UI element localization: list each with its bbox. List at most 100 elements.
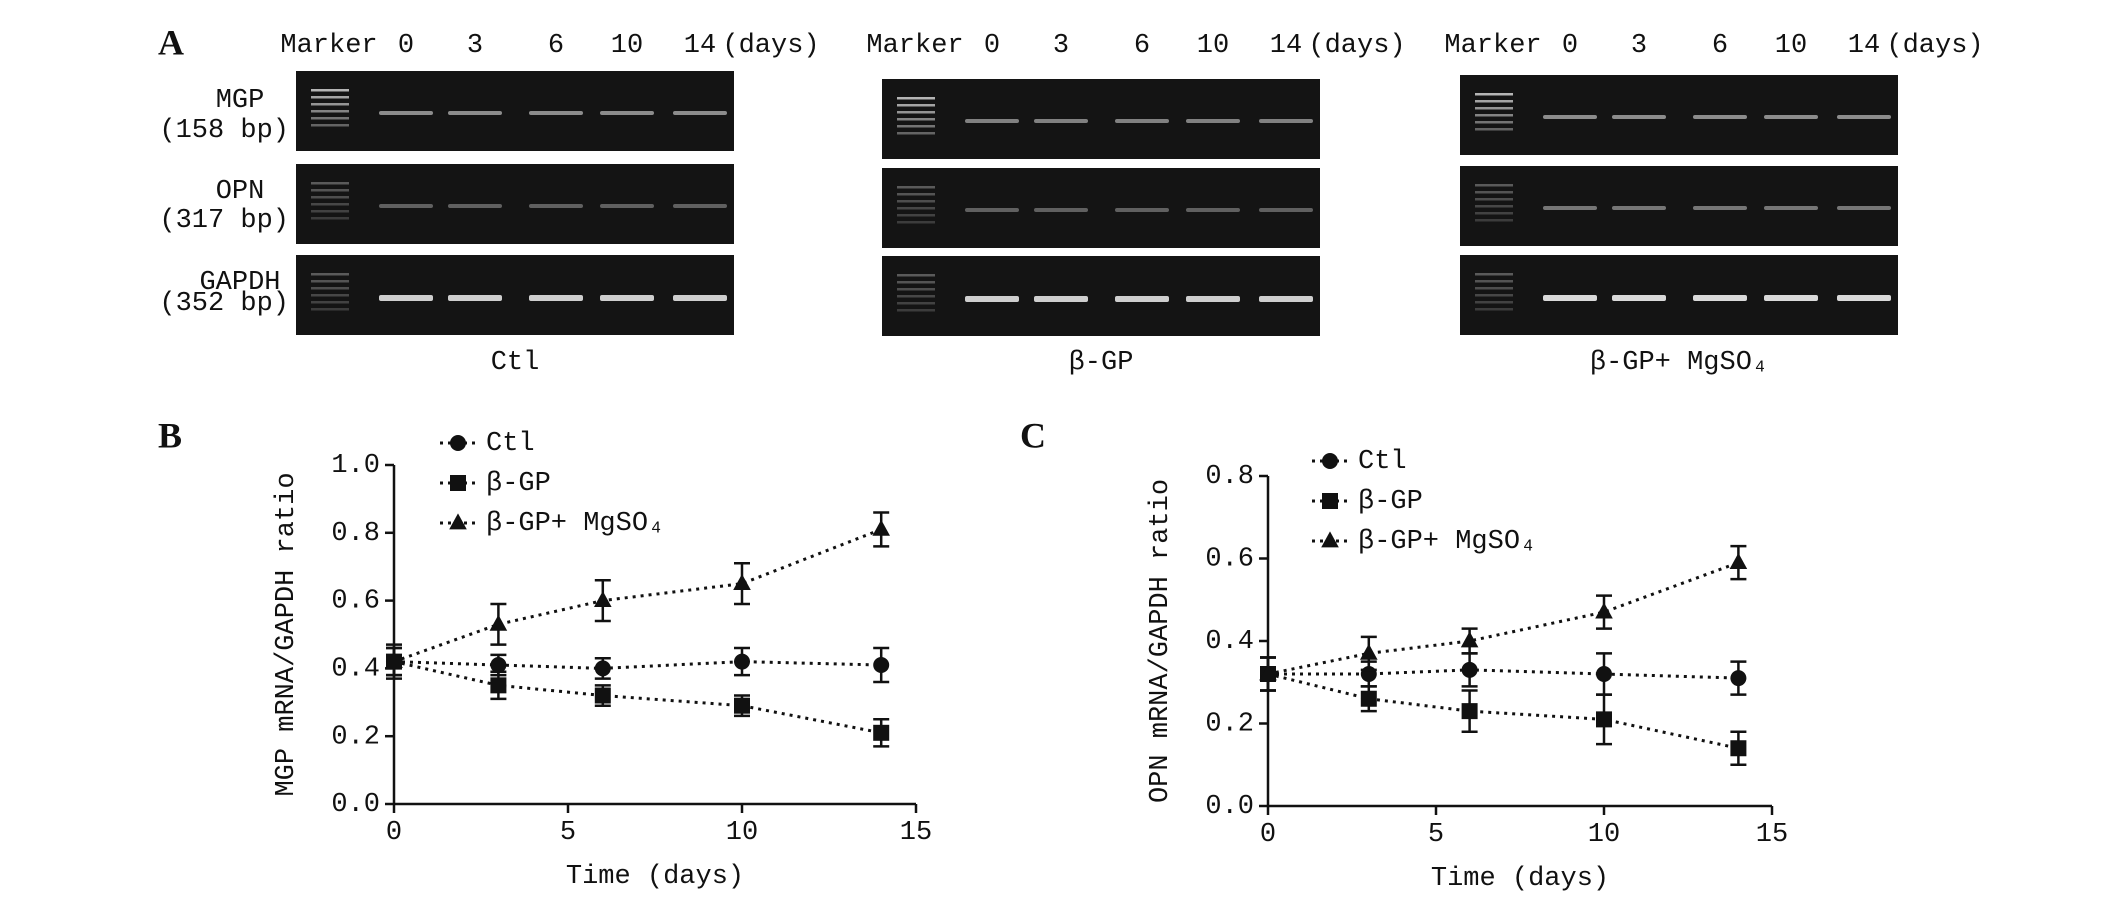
x-tick-label: 5 — [560, 818, 576, 848]
gel-band — [1837, 295, 1891, 301]
ladder-band — [311, 124, 349, 127]
marker — [873, 657, 890, 674]
gel-band — [1543, 295, 1597, 301]
gel-band — [1115, 296, 1169, 302]
lane-label: Marker — [1444, 31, 1541, 61]
x-tick-label: 15 — [1756, 820, 1788, 850]
marker — [594, 687, 611, 704]
ladder-band — [1475, 205, 1513, 208]
ladder-band — [311, 96, 349, 99]
gel-band — [673, 204, 727, 208]
y-tick-label: 0.2 — [331, 722, 380, 752]
legend-label: β-GP+ MgSO₄ — [486, 509, 664, 539]
legend-label: β-GP — [486, 469, 551, 499]
ladder-band — [1475, 308, 1513, 311]
gel-band — [1612, 295, 1666, 301]
ladder-band — [897, 104, 935, 107]
gel-image — [296, 71, 734, 151]
y-tick-label: 0.6 — [331, 587, 380, 617]
gel-band — [1034, 296, 1088, 302]
lane-label: 10 — [611, 31, 643, 61]
lane-unit: (days) — [722, 31, 819, 61]
x-tick-label: 0 — [1260, 820, 1276, 850]
ladder-band — [1475, 107, 1513, 110]
lane-unit: (days) — [1886, 31, 1983, 61]
series-line — [1267, 672, 1739, 750]
marker — [1259, 664, 1277, 681]
marker — [1461, 703, 1478, 720]
ladder-band — [897, 132, 935, 135]
gel-band — [600, 295, 654, 301]
gel-band — [600, 111, 654, 115]
gel-row-name: OPN — [216, 177, 265, 207]
lane-label: 3 — [467, 31, 483, 61]
y-tick-label: 0.4 — [1205, 627, 1254, 657]
marker — [734, 653, 750, 670]
lane-label: Marker — [280, 31, 377, 61]
marker — [594, 660, 611, 677]
marker — [1360, 643, 1378, 660]
gel-band — [1259, 208, 1313, 212]
gel-band — [1612, 115, 1666, 119]
legend-marker — [1322, 453, 1338, 469]
marker — [385, 652, 403, 669]
series-line — [393, 528, 882, 664]
x-tick-label: 15 — [900, 818, 932, 848]
gel-band — [448, 204, 502, 208]
ladder-band — [311, 294, 349, 297]
ladder-band — [311, 210, 349, 213]
ladder-band — [1475, 287, 1513, 290]
marker — [594, 591, 612, 607]
legend-marker — [1322, 493, 1338, 509]
gel-band — [1186, 119, 1240, 123]
marker — [1730, 670, 1747, 687]
y-tick-label: 1.0 — [331, 451, 380, 481]
gel-band — [1115, 208, 1169, 212]
y-tick-label: 0.6 — [1205, 545, 1254, 575]
gel-band — [1764, 206, 1818, 210]
ladder-band — [897, 97, 935, 100]
gel-band — [1543, 206, 1597, 210]
ladder-band — [1475, 128, 1513, 131]
ladder-band — [311, 196, 349, 199]
gel-band — [1259, 119, 1313, 123]
lane-label: 6 — [548, 31, 564, 61]
lane-label: 10 — [1197, 31, 1229, 61]
series-line — [393, 660, 882, 735]
marker — [1596, 666, 1612, 682]
ladder-band — [311, 308, 349, 311]
ladder-band — [897, 193, 935, 196]
panel-letter: A — [158, 22, 184, 62]
ladder-band — [1475, 273, 1513, 276]
ladder-band — [897, 186, 935, 189]
marker — [490, 677, 507, 694]
marker — [1360, 690, 1377, 707]
marker — [872, 519, 890, 536]
ladder-band — [1475, 100, 1513, 103]
lane-label: 6 — [1712, 31, 1728, 61]
gel-row-name: MGP — [216, 86, 265, 116]
ladder-band — [1475, 280, 1513, 283]
ladder-band — [311, 189, 349, 192]
panel-letter: B — [158, 415, 182, 455]
y-tick-label: 0.0 — [331, 790, 380, 820]
ladder-band — [897, 281, 935, 284]
y-tick-label: 0.8 — [331, 519, 380, 549]
ladder-band — [897, 221, 935, 224]
series-line — [393, 660, 882, 670]
ladder-band — [1475, 198, 1513, 201]
ladder-band — [311, 89, 349, 92]
y-axis-label: MGP mRNA/GAPDH ratio — [272, 472, 302, 796]
ladder-band — [311, 280, 349, 283]
gel-band — [1186, 208, 1240, 212]
gel-band — [379, 111, 433, 115]
gel-band — [1259, 296, 1313, 302]
ladder-band — [1475, 294, 1513, 297]
ladder-band — [897, 207, 935, 210]
panel-letter: C — [1020, 415, 1046, 455]
legend-label: β-GP — [1358, 487, 1423, 517]
ladder-band — [897, 111, 935, 114]
series-line — [1267, 561, 1739, 676]
